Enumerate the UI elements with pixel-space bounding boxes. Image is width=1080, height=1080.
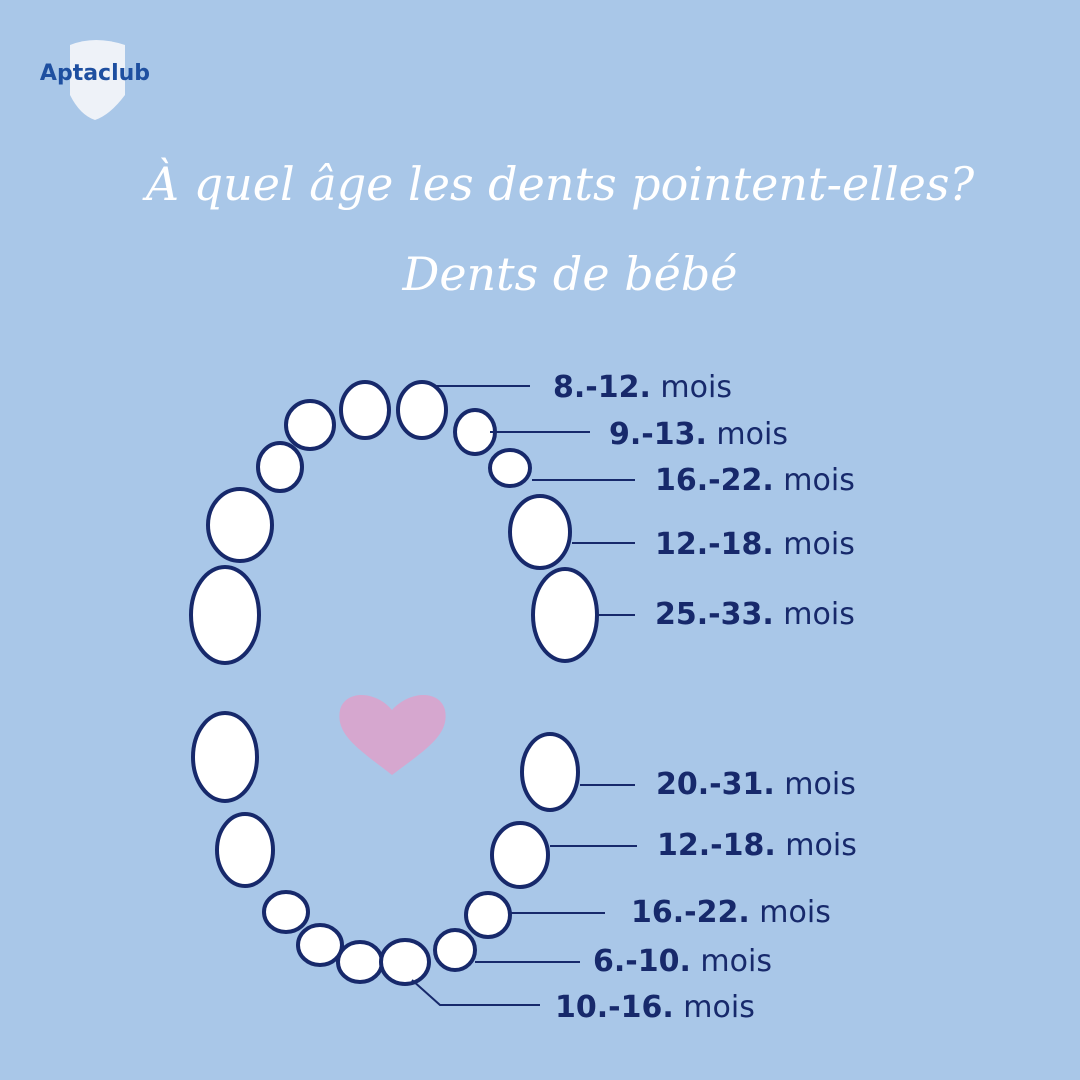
- heart: [339, 695, 446, 775]
- unit: mois: [784, 767, 856, 802]
- unit: mois: [660, 370, 732, 405]
- age-range: 10.-16.: [555, 990, 674, 1025]
- unit: mois: [785, 828, 857, 863]
- unit: mois: [783, 463, 855, 498]
- label: 16.-22. mois: [631, 895, 831, 930]
- age-range: 8.-12.: [553, 370, 651, 405]
- unit: mois: [716, 417, 788, 452]
- age-range: 16.-22.: [655, 463, 774, 498]
- unit: mois: [683, 990, 755, 1025]
- unit: mois: [783, 597, 855, 632]
- age-range: 20.-31.: [656, 767, 775, 802]
- label: 25.-33. mois: [655, 597, 855, 632]
- label: 8.-12. mois: [553, 370, 732, 405]
- label: 10.-16. mois: [555, 990, 755, 1025]
- age-range: 25.-33.: [655, 597, 774, 632]
- age-range: 12.-18.: [657, 828, 776, 863]
- label: 20.-31. mois: [656, 767, 856, 802]
- logo: Aptaclub: [40, 61, 150, 86]
- unit: mois: [700, 944, 772, 979]
- age-range: 16.-22.: [631, 895, 750, 930]
- logo-shield: [70, 40, 125, 120]
- label: 12.-18. mois: [657, 828, 857, 863]
- label: 6.-10. mois: [593, 944, 772, 979]
- teeth: [189, 380, 599, 986]
- age-range: 12.-18.: [655, 527, 774, 562]
- unit: mois: [759, 895, 831, 930]
- title-line2: Dents de bébé: [401, 247, 737, 301]
- label: 16.-22. mois: [655, 463, 855, 498]
- age-range: 9.-13.: [609, 417, 707, 452]
- label: 9.-13. mois: [609, 417, 788, 452]
- title-line1: À quel âge les dents pointent-elles?: [142, 156, 975, 211]
- age-range: 6.-10.: [593, 944, 691, 979]
- connectors: [411, 385, 637, 1006]
- unit: mois: [783, 527, 855, 562]
- label: 12.-18. mois: [655, 527, 855, 562]
